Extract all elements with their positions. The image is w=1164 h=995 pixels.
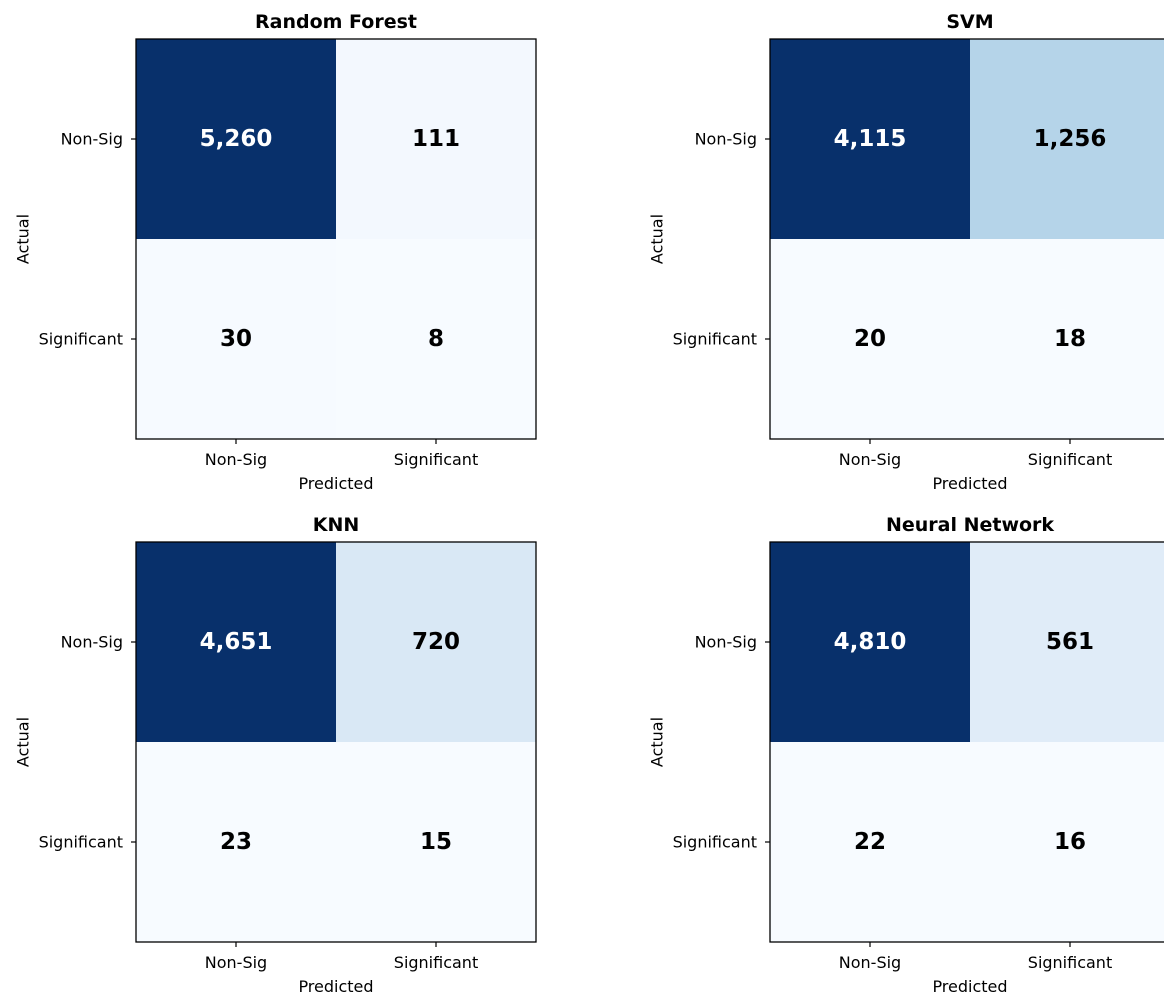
panel-title: KNN	[313, 514, 360, 536]
x-axis-label: Predicted	[932, 977, 1007, 995]
y-tick-label: Non-Sig	[61, 130, 123, 149]
cell-value-label: 15	[420, 829, 452, 855]
y-tick-label: Non-Sig	[61, 633, 123, 652]
x-tick-label: Significant	[394, 953, 478, 972]
heatmap-cell	[770, 542, 970, 742]
x-tick-label: Significant	[394, 450, 478, 469]
heatmap-cell	[970, 542, 1164, 742]
cell-value-label: 23	[220, 829, 252, 855]
x-tick-label: Significant	[1028, 953, 1112, 972]
heatmap-cell	[970, 742, 1164, 942]
heatmap-cell	[336, 542, 536, 742]
y-tick-label: Significant	[39, 330, 123, 349]
y-axis-label: Actual	[14, 214, 33, 264]
y-axis-label: Actual	[648, 214, 667, 264]
y-tick-label: Non-Sig	[695, 130, 757, 149]
cell-value-label: 22	[854, 829, 886, 855]
y-tick-label: Significant	[673, 833, 757, 852]
heatmap-cell	[770, 239, 970, 439]
heatmap-cell	[336, 742, 536, 942]
x-tick-label: Non-Sig	[839, 450, 901, 469]
cell-value-label: 8	[428, 326, 444, 352]
y-tick-label: Significant	[39, 833, 123, 852]
x-tick-label: Non-Sig	[205, 953, 267, 972]
cell-value-label: 561	[1046, 629, 1094, 655]
cell-value-label: 5,260	[200, 126, 273, 152]
cell-value-label: 4,810	[834, 629, 907, 655]
heatmap-cell	[970, 239, 1164, 439]
heatmap-cell	[136, 542, 336, 742]
cell-value-label: 16	[1054, 829, 1086, 855]
cell-value-label: 111	[412, 126, 460, 152]
plot-frame	[135, 38, 537, 440]
x-axis-label: Predicted	[298, 474, 373, 493]
panel-title: Random Forest	[255, 11, 417, 33]
confusion-matrix-panel: 5,260 111 30 8 Non-Sig Significant Non-Sig Sign…	[14, 11, 537, 493]
y-tick-label: Non-Sig	[695, 633, 757, 652]
cell-value-label: 20	[854, 326, 886, 352]
heatmap-cell	[336, 39, 536, 239]
heatmap-cell	[970, 39, 1164, 239]
y-axis-label: Actual	[648, 717, 667, 767]
plot-frame	[769, 38, 1164, 440]
x-axis-label: Predicted	[932, 474, 1007, 493]
panel-title: SVM	[946, 11, 993, 33]
cell-value-label: 4,115	[834, 126, 907, 152]
heatmap-cell	[336, 239, 536, 439]
y-tick-label: Significant	[673, 330, 757, 349]
heatmap-cell	[770, 742, 970, 942]
confusion-matrix-panel: 4,115 1,256 20 18 Non-Sig Significant Non-Sig S…	[648, 11, 1164, 493]
panel-title: Neural Network	[886, 514, 1054, 536]
heatmap-cell	[770, 39, 970, 239]
x-tick-label: Non-Sig	[205, 450, 267, 469]
heatmap-cell	[136, 39, 336, 239]
heatmap-cell	[136, 239, 336, 439]
y-axis-label: Actual	[14, 717, 33, 767]
heatmap-cell	[136, 742, 336, 942]
x-tick-label: Significant	[1028, 450, 1112, 469]
confusion-matrix-panel: 4,810 561 22 16 Non-Sig Significant Non-Sig Sig…	[648, 514, 1164, 995]
cell-value-label: 1,256	[1034, 126, 1107, 152]
cell-value-label: 18	[1054, 326, 1086, 352]
cell-value-label: 720	[412, 629, 460, 655]
plot-frame	[769, 541, 1164, 943]
cell-value-label: 30	[220, 326, 252, 352]
x-axis-label: Predicted	[298, 977, 373, 995]
plot-frame	[135, 541, 537, 943]
x-tick-label: Non-Sig	[839, 953, 901, 972]
confusion-matrix-panel: 4,651 720 23 15 Non-Sig Significant Non-Sig Sig…	[14, 514, 537, 995]
cell-value-label: 4,651	[200, 629, 273, 655]
